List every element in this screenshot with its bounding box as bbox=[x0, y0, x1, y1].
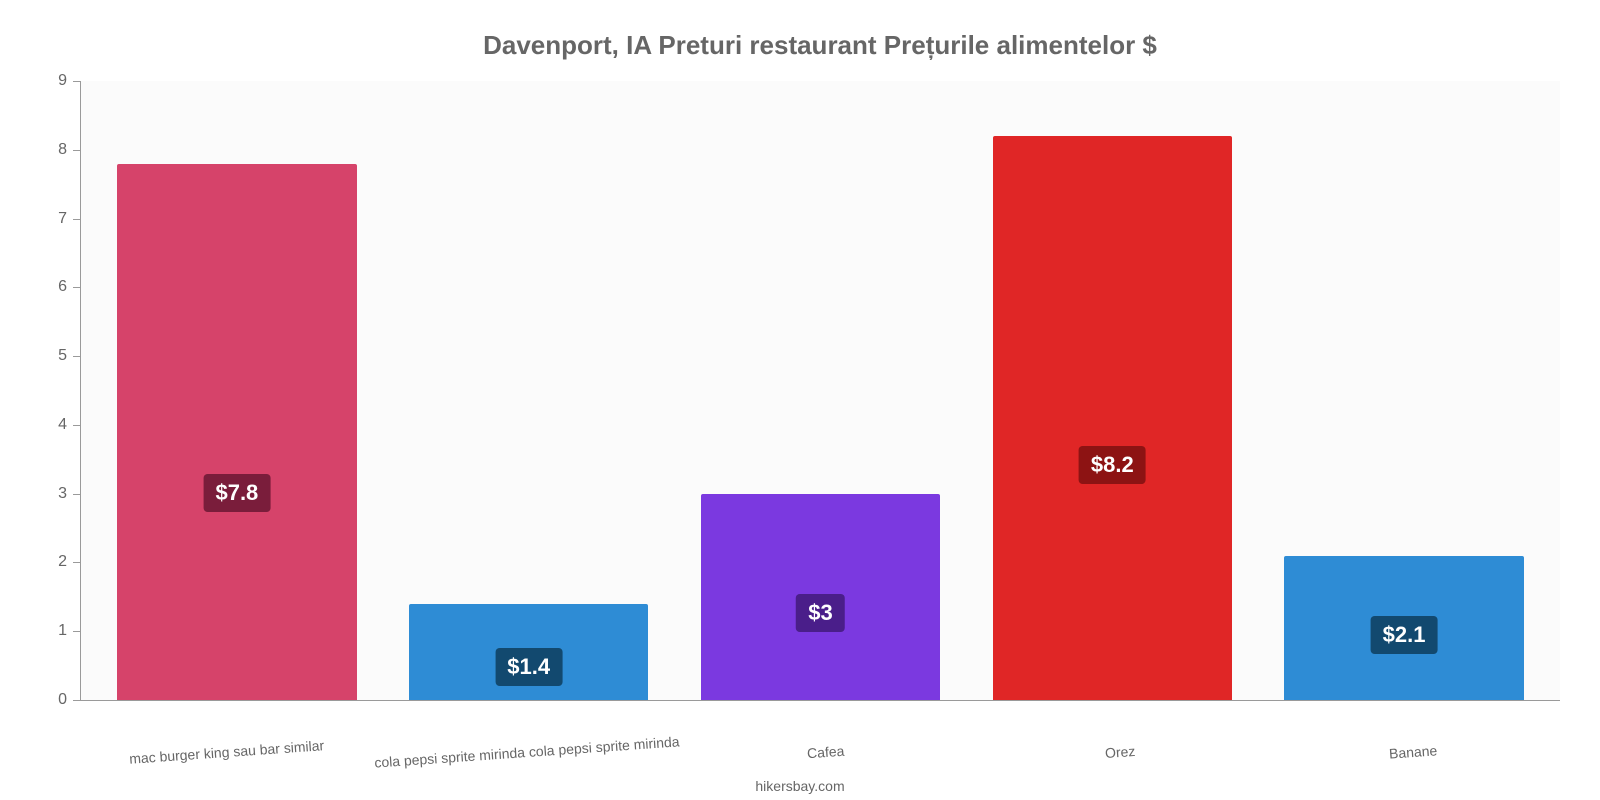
bar: $7.8 bbox=[117, 164, 356, 700]
y-tick-label: 8 bbox=[58, 141, 81, 159]
y-tick-label: 6 bbox=[58, 278, 81, 296]
source-attribution: hikersbay.com bbox=[0, 778, 1600, 794]
y-tick-label: 1 bbox=[58, 622, 81, 640]
bar-slot: $2.1 bbox=[1258, 81, 1550, 700]
y-tick-label: 3 bbox=[58, 485, 81, 503]
y-tick-label: 4 bbox=[58, 416, 81, 434]
y-tick-label: 2 bbox=[58, 553, 81, 571]
bar-value-label: $1.4 bbox=[495, 648, 562, 686]
bar-slot: $3 bbox=[675, 81, 967, 700]
bar-slot: $7.8 bbox=[91, 81, 383, 700]
x-tick-label: Cafea bbox=[679, 744, 973, 774]
y-tick-label: 0 bbox=[58, 691, 81, 709]
bar-slot: $8.2 bbox=[966, 81, 1258, 700]
x-tick-label: Orez bbox=[973, 744, 1267, 774]
bar-value-label: $7.8 bbox=[203, 474, 270, 512]
bar-value-label: $8.2 bbox=[1079, 446, 1146, 484]
x-axis-labels: mac burger king sau bar similarcola peps… bbox=[80, 744, 1560, 774]
bar-value-label: $3 bbox=[796, 594, 844, 632]
y-tick-label: 9 bbox=[58, 72, 81, 90]
plot-area: 0123456789 $7.8$1.4$3$8.2$2.1 bbox=[80, 81, 1560, 701]
y-tick-label: 5 bbox=[58, 347, 81, 365]
bar-slot: $1.4 bbox=[383, 81, 675, 700]
bars-group: $7.8 $1.4 $3 $8.2 $2.1 bbox=[81, 81, 1560, 700]
bar: $2.1 bbox=[1284, 556, 1523, 700]
y-tick-label: 7 bbox=[58, 210, 81, 228]
chart-container: Davenport, IA Preturi restaurant Prețuri… bbox=[0, 0, 1600, 800]
chart-title: Davenport, IA Preturi restaurant Prețuri… bbox=[80, 30, 1560, 61]
bar: $8.2 bbox=[993, 136, 1232, 700]
bar-value-label: $2.1 bbox=[1371, 616, 1438, 654]
bar: $1.4 bbox=[409, 604, 648, 700]
x-tick-label: mac burger king sau bar similar bbox=[80, 744, 374, 774]
bar: $3 bbox=[701, 494, 940, 700]
x-tick-label: cola pepsi sprite mirinda cola pepsi spr… bbox=[374, 744, 680, 774]
x-tick-label: Banane bbox=[1266, 744, 1560, 774]
